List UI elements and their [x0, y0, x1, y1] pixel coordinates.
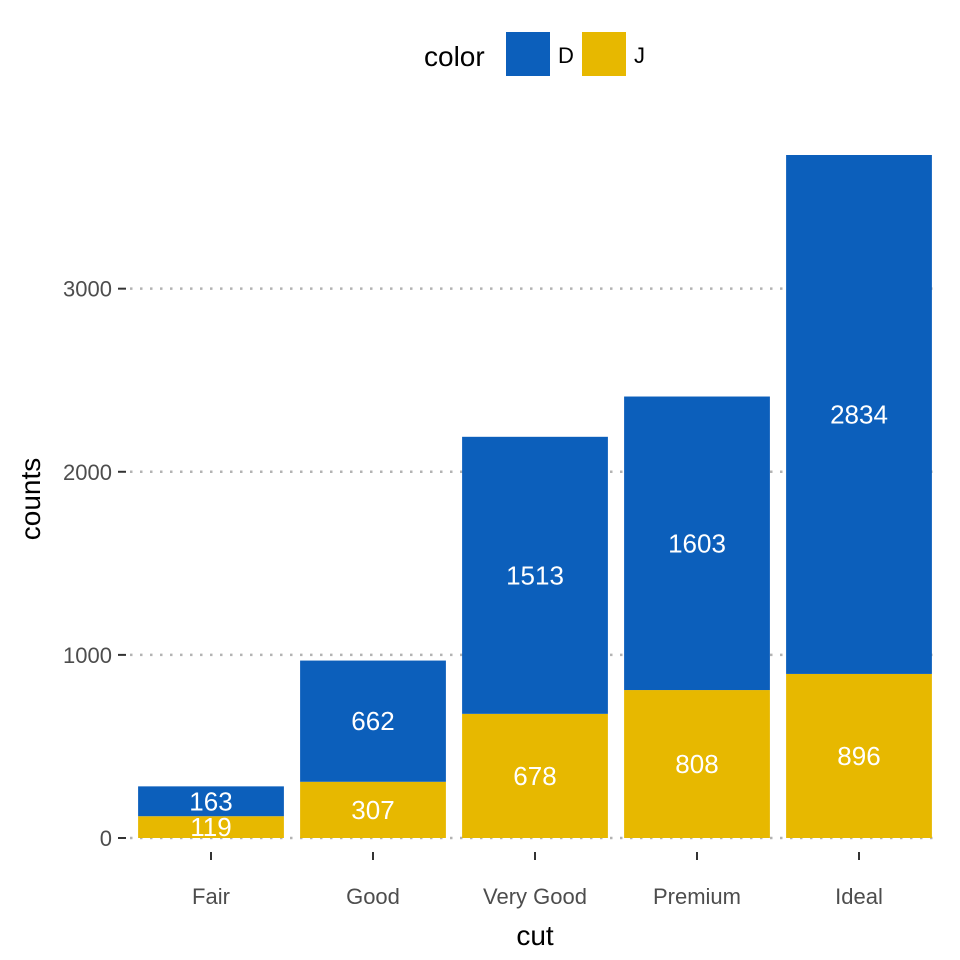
- y-tick-label: 2000: [63, 460, 112, 485]
- x-tick-label: Fair: [192, 884, 230, 909]
- legend-swatch-J: [582, 32, 626, 76]
- bar-value-label: 307: [351, 795, 394, 825]
- y-tick-label: 0: [100, 826, 112, 851]
- legend-title: color: [424, 41, 485, 72]
- bar-D-fair: [138, 786, 284, 817]
- legend: color D J: [424, 32, 645, 76]
- x-tick-label: Very Good: [483, 884, 587, 909]
- bar-value-label: 163: [189, 786, 232, 816]
- x-tick-label: Good: [346, 884, 400, 909]
- bar-D-good: [300, 660, 446, 782]
- bar-value-label: 808: [675, 749, 718, 779]
- bar-J-premium: [624, 690, 770, 838]
- bar-J-ideal: [786, 673, 932, 838]
- x-axis-title: cut: [516, 920, 554, 951]
- legend-label-J: J: [634, 43, 645, 68]
- bar-J-good: [300, 781, 446, 838]
- y-axis: 0 1000 2000 3000: [63, 277, 126, 851]
- bar-D-premium: [624, 396, 770, 691]
- bar-value-label: 2834: [830, 399, 888, 429]
- bar-D-very-good: [462, 436, 608, 714]
- bar-value-label: 662: [351, 706, 394, 736]
- bar-value-label: 1513: [506, 560, 564, 590]
- y-tick-label: 3000: [63, 277, 112, 302]
- bar-value-label: 678: [513, 761, 556, 791]
- legend-swatch-D: [506, 32, 550, 76]
- bar-J-fair: [138, 816, 284, 838]
- bar-value-label: 119: [190, 812, 231, 842]
- bar-J-very-good: [462, 713, 608, 838]
- x-tick-label: Ideal: [835, 884, 883, 909]
- x-tick-label: Premium: [653, 884, 741, 909]
- bar-D-ideal: [786, 155, 932, 674]
- bar-value-label: 896: [837, 741, 880, 771]
- legend-label-D: D: [558, 43, 574, 68]
- bar-value-label: 1603: [668, 528, 726, 558]
- y-tick-label: 1000: [63, 643, 112, 668]
- bars: [138, 155, 932, 838]
- x-axis: Fair Good Very Good Premium Ideal: [192, 852, 883, 909]
- y-axis-title: counts: [15, 458, 46, 541]
